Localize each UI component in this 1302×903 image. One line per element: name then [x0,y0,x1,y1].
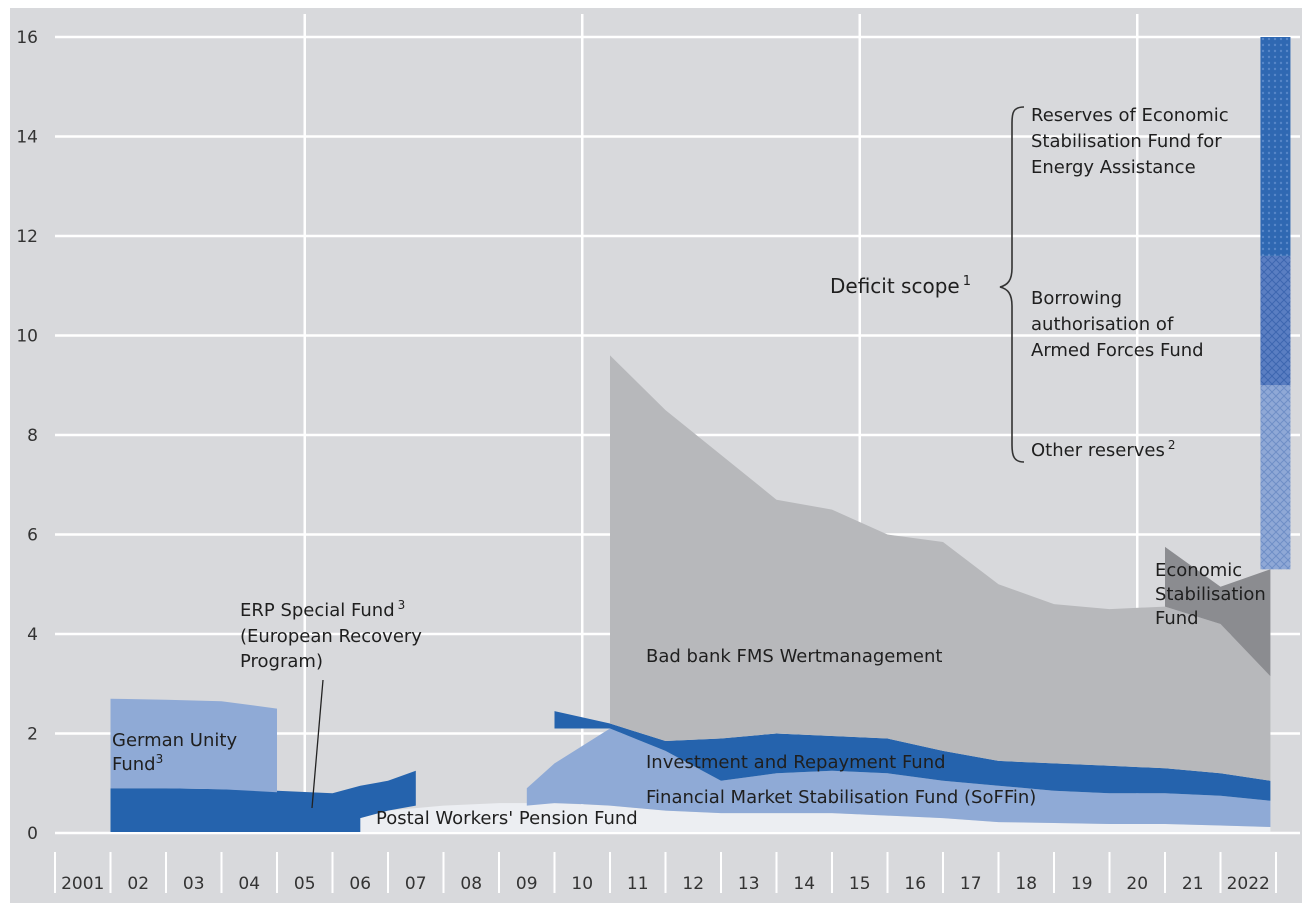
label-layer: German Unity Fund3 ERP Special Fund 3 (Eu… [112,105,1266,829]
x-tick-label: 12 [682,874,704,894]
x-tick-label: 2022 [1227,874,1270,894]
x-tick-label: 19 [1071,874,1093,894]
area-layer [110,37,1291,833]
label-esf-1: Economic [1155,560,1242,581]
x-tick-label: 15 [849,874,871,894]
x-tick-label: 18 [1015,874,1037,894]
label-borrowing-3: Armed Forces Fund [1031,340,1204,361]
bar-borrowing-authorisation-of-armed-forces-fund [1260,255,1291,386]
label-other-reserves: Other reserves 2 [1031,438,1176,461]
x-tick-label: 06 [349,874,371,894]
area-erp-special-fund [110,770,416,833]
y-tick-label: 12 [16,227,38,247]
deficit-brace [999,106,1025,463]
y-tick-label: 6 [27,526,38,546]
label-reserves-2: Stabilisation Fund for [1031,131,1222,152]
label-deficit-scope: Deficit scope 1 [830,274,971,298]
y-tick-label: 14 [16,128,38,148]
label-erp-1: ERP Special Fund 3 [240,598,405,621]
x-tick-label: 20 [1126,874,1148,894]
bar-other-reserves [1260,385,1291,570]
x-tick-label: 11 [627,874,649,894]
x-tick-label: 05 [294,874,316,894]
x-tick-label: 07 [405,874,427,894]
y-tick-label: 16 [16,28,38,48]
y-tick-label: 10 [16,327,38,347]
x-tick-label: 09 [516,874,538,894]
x-tick-label: 17 [960,874,982,894]
area-financial-market-stabilisation-fund-soffin [526,728,1271,827]
x-tick-label: 02 [127,874,149,894]
label-reserves-3: Energy Assistance [1031,157,1196,178]
label-borrowing-1: Borrowing [1031,288,1122,309]
label-irf: Investment and Repayment Fund [646,752,946,773]
area-economic-stabilisation-fund [1165,546,1271,677]
x-tick-label: 03 [183,874,205,894]
label-erp-2: (European Recovery [240,626,422,647]
x-tick-label: 10 [571,874,593,894]
x-tick-label: 08 [460,874,482,894]
label-german-unity-1: German Unity [112,730,237,751]
area-postal-workers-pension-fund [360,803,1271,833]
x-tick-label: 2001 [61,874,104,894]
y-tick-label: 0 [27,824,38,844]
area-investment-and-repayment-fund [554,711,1271,801]
area-bad-bank-fms-wertmanagement [610,355,1271,781]
y-tick-label: 8 [27,426,38,446]
y-tick-label: 2 [27,725,38,745]
label-soffin: Financial Market Stabilisation Fund (SoF… [646,787,1036,808]
bar-reserves-of-economic-stabilisation-fund-for-energy-assistance [1260,37,1291,256]
label-postal: Postal Workers' Pension Fund [376,808,638,829]
y-tick-label: 4 [27,625,38,645]
x-tick-label: 16 [904,874,926,894]
label-german-unity-2: Fund3 [112,752,163,775]
label-borrowing-2: authorisation of [1031,314,1174,335]
x-tick-label: 14 [793,874,815,894]
label-esf-3: Fund [1155,608,1199,629]
x-tick-label: 13 [738,874,760,894]
erp-leader-line [311,679,324,809]
x-tick-label: 04 [238,874,260,894]
label-bad-bank: Bad bank FMS Wertmanagement [646,646,942,667]
label-reserves-1: Reserves of Economic [1031,105,1229,126]
label-esf-2: Stabilisation [1155,584,1266,605]
area-german-unity-fund [110,698,277,793]
label-erp-3: Program) [240,651,323,672]
x-tick-label: 21 [1182,874,1204,894]
